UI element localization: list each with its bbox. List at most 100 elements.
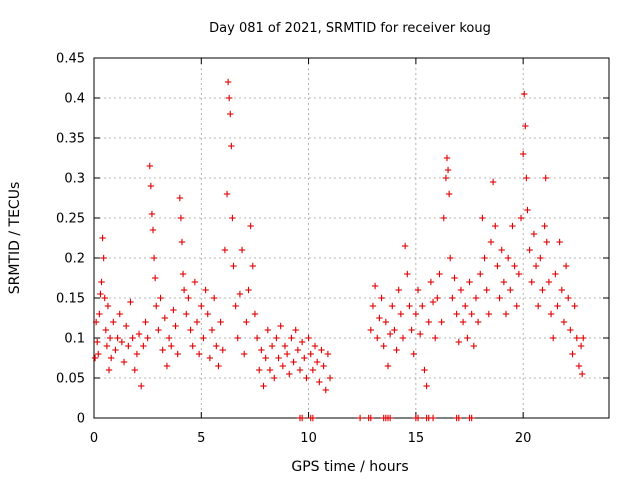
data-point <box>208 326 216 334</box>
data-point <box>545 278 553 286</box>
data-point <box>414 414 422 422</box>
data-point <box>281 342 289 350</box>
plot-frame <box>93 57 610 419</box>
data-point <box>522 122 529 130</box>
data-point <box>105 366 113 374</box>
data-point <box>423 382 430 390</box>
data-point <box>425 318 432 326</box>
y-tick-label: 0.1 <box>64 332 85 347</box>
data-point <box>161 314 169 322</box>
data-point <box>436 270 443 278</box>
data-point <box>419 302 426 310</box>
data-point <box>92 318 100 326</box>
data-point <box>539 286 546 294</box>
data-point <box>213 342 220 350</box>
y-tick-label: 0.25 <box>56 212 85 227</box>
data-point <box>324 350 332 358</box>
data-point <box>474 318 482 326</box>
data-point <box>404 270 411 278</box>
x-tick-label: 0 <box>90 431 98 446</box>
data-point <box>470 342 478 350</box>
data-point <box>468 310 475 318</box>
data-point <box>290 358 297 366</box>
data-point <box>466 278 473 286</box>
data-point <box>318 346 325 354</box>
data-point <box>382 318 390 326</box>
data-point <box>414 286 422 294</box>
data-point <box>303 374 310 382</box>
data-point <box>258 346 265 354</box>
data-point <box>236 290 244 298</box>
data-point <box>431 334 439 342</box>
y-tick-label: 0.2 <box>64 252 85 267</box>
data-point <box>118 338 126 346</box>
data-point <box>386 330 394 338</box>
data-point <box>202 286 209 294</box>
data-point <box>462 302 469 310</box>
data-point <box>489 178 497 186</box>
data-point <box>472 294 480 302</box>
data-point <box>217 318 224 326</box>
data-point <box>256 366 263 374</box>
data-point <box>565 294 572 302</box>
data-point <box>140 342 147 350</box>
axis-ticks: 0 0.05 0.1 0.15 0.2 0.25 0.3 0.35 0.4 0.45 0 5 10 15 2… <box>56 52 609 446</box>
data-point <box>271 374 278 382</box>
data-point <box>298 338 306 346</box>
data-point <box>380 342 387 350</box>
data-point <box>101 294 108 302</box>
data-point <box>227 110 234 118</box>
data-point <box>562 262 570 270</box>
data-point <box>374 334 381 342</box>
data-point <box>322 386 329 394</box>
data-point <box>125 342 132 350</box>
data-point <box>534 302 542 310</box>
data-point <box>127 298 134 306</box>
data-point <box>157 294 164 302</box>
data-point <box>487 238 495 246</box>
data-point <box>174 350 181 358</box>
data-point <box>96 310 103 318</box>
data-point <box>221 246 229 254</box>
data-point <box>577 342 585 350</box>
data-point <box>517 214 525 222</box>
data-point <box>146 162 153 170</box>
data-point <box>326 374 334 382</box>
data-point <box>144 334 151 342</box>
data-point <box>507 286 514 294</box>
data-point <box>578 370 586 378</box>
data-point <box>532 262 540 270</box>
data-point <box>131 366 138 374</box>
data-point <box>241 350 248 358</box>
data-point <box>153 302 160 310</box>
data-point <box>421 366 428 374</box>
data-point <box>455 414 462 422</box>
data-point <box>168 342 175 350</box>
data-point <box>228 142 235 150</box>
data-point <box>401 242 409 250</box>
data-point <box>434 294 441 302</box>
data-point <box>537 254 544 262</box>
data-point <box>496 294 503 302</box>
data-point <box>165 334 173 342</box>
data-point <box>103 342 111 350</box>
data-point <box>567 326 574 334</box>
data-point <box>238 246 246 254</box>
data-point <box>523 174 530 182</box>
data-point <box>445 190 453 198</box>
y-tick-label: 0.35 <box>56 132 85 147</box>
data-point <box>515 270 523 278</box>
data-point <box>215 362 222 370</box>
data-point <box>309 414 317 422</box>
data-point <box>547 310 555 318</box>
data-point <box>151 274 159 282</box>
data-point <box>541 222 548 230</box>
data-point <box>369 302 377 310</box>
data-point <box>477 270 484 278</box>
data-point <box>129 334 136 342</box>
data-point <box>504 254 512 262</box>
data-point <box>183 310 190 318</box>
data-point <box>513 302 520 310</box>
data-point <box>416 330 424 338</box>
